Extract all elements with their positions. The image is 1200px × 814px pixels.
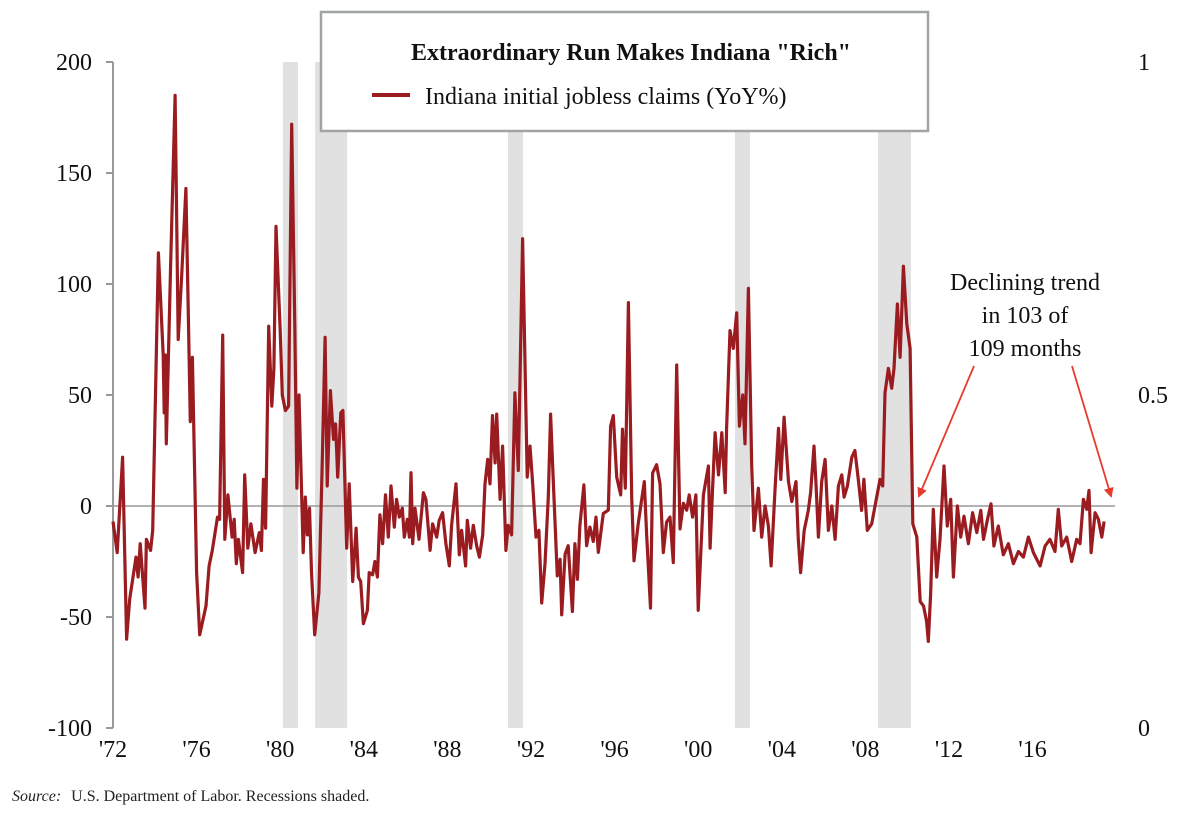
source-label: Source:	[12, 788, 61, 805]
x-tick-label: '80	[266, 737, 294, 763]
x-tick-label: '72	[99, 737, 127, 763]
x-tick-label: '84	[350, 737, 378, 763]
x-tick-label: '04	[768, 737, 796, 763]
y-tick-label: -100	[48, 716, 92, 742]
y2-tick-label: 0.5	[1138, 383, 1168, 409]
x-tick-label: '92	[517, 737, 545, 763]
y-tick-label: -50	[60, 605, 92, 631]
y2-tick-label: 0	[1138, 716, 1150, 742]
x-tick-label: '88	[433, 737, 461, 763]
x-tick-label: '96	[600, 737, 628, 763]
legend-label: Indiana initial jobless claims (YoY%)	[425, 84, 787, 110]
recession-shading	[282, 62, 911, 728]
annotation-line-2: in 103 of	[982, 303, 1069, 329]
source-note: Source: U.S. Department of Labor. Recess…	[12, 788, 369, 805]
annotation-line-1: Declining trend	[950, 270, 1100, 296]
y2-axis: 10.50	[1138, 50, 1168, 742]
annotation-arrow-right	[1071, 365, 1114, 498]
x-tick-label: '76	[182, 737, 210, 763]
annotation-arrow-left	[917, 365, 975, 498]
y-tick-label: 100	[56, 272, 92, 298]
source-text: U.S. Department of Labor. Recessions sha…	[71, 788, 369, 805]
legend-box: Extraordinary Run Makes Indiana "Rich" I…	[319, 10, 930, 133]
x-tick-label: '08	[851, 737, 879, 763]
series-line-indiana-jobless-claims	[111, 93, 1106, 643]
x-tick-label: '16	[1018, 737, 1046, 763]
annotation-line-3: 109 months	[969, 336, 1082, 362]
y-tick-label: 200	[56, 50, 92, 76]
chart-title: Extraordinary Run Makes Indiana "Rich"	[411, 40, 851, 66]
y2-tick-label: 1	[1138, 50, 1150, 76]
y-axis: 200 150 100 50 0 -50 -100	[48, 50, 114, 742]
x-tick-label: '12	[935, 737, 963, 763]
x-tick-label: '00	[684, 737, 712, 763]
y-tick-label: 0	[80, 494, 92, 520]
y-tick-label: 150	[56, 161, 92, 187]
annotation: Declining trend in 103 of 109 months	[917, 270, 1114, 498]
recession-band	[877, 62, 911, 728]
x-axis: '72 '76 '80 '84 '88 '92 '96 '00 '04 '08 '12 '16	[99, 737, 1047, 763]
y-tick-label: 50	[68, 383, 92, 409]
